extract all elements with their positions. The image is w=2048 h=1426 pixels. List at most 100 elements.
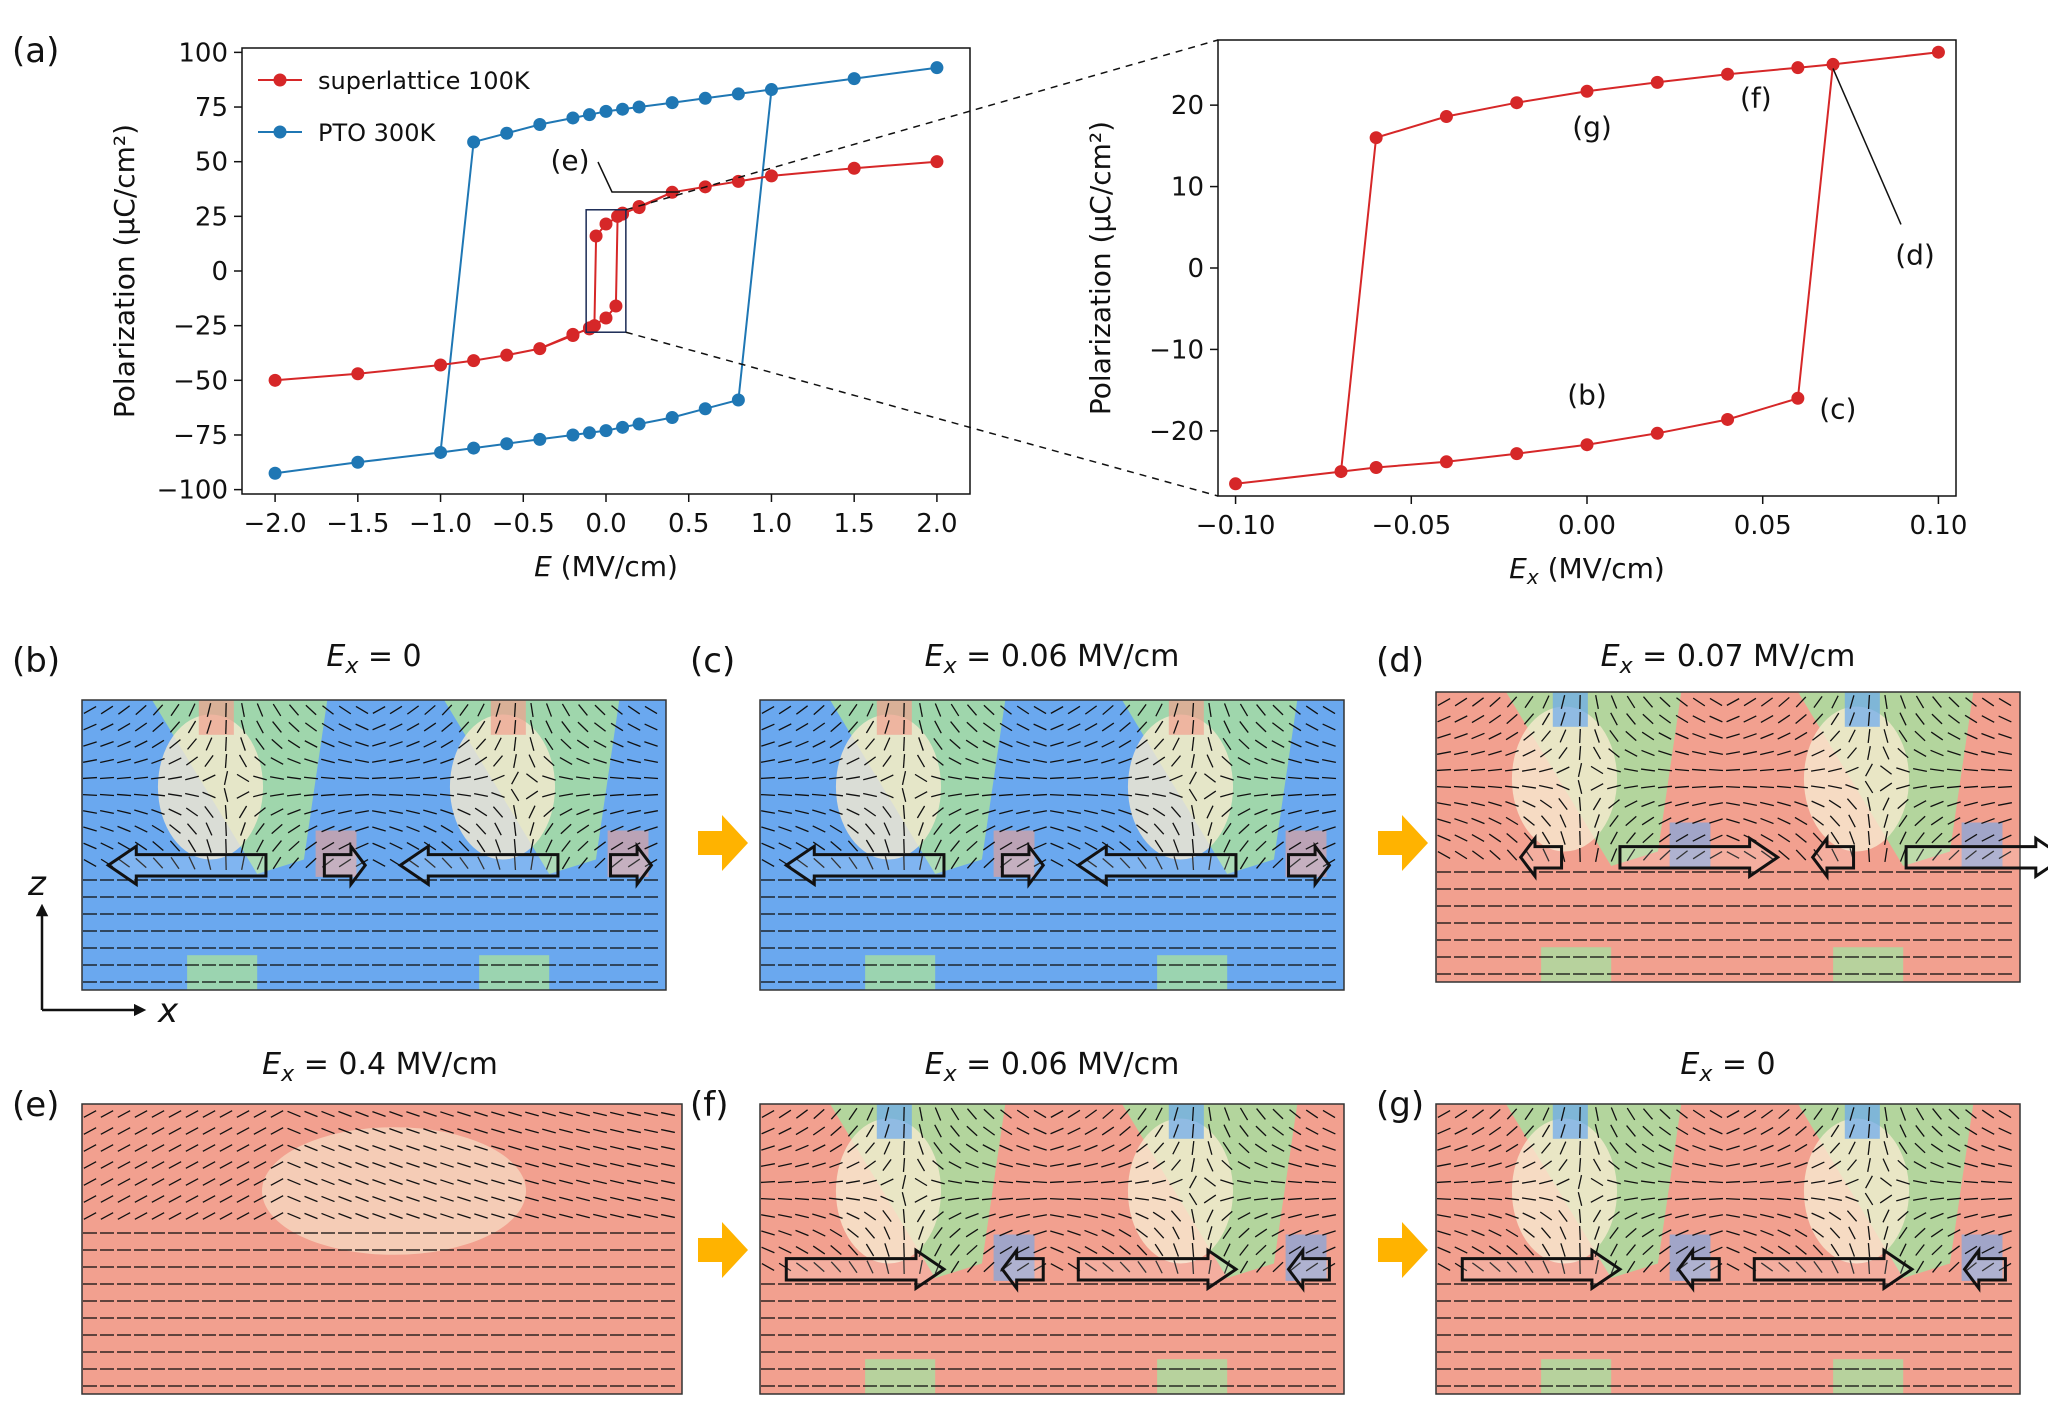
annotation-e: (e) — [550, 144, 589, 177]
domain-map-g — [1436, 1104, 2020, 1394]
dipole-vector — [904, 737, 905, 751]
data-point — [590, 230, 603, 243]
dipole-vector — [1869, 848, 1870, 862]
data-point — [1370, 131, 1383, 144]
data-point — [533, 342, 546, 355]
dipole-vector — [1033, 795, 1047, 796]
vortex-core — [836, 1119, 941, 1264]
dipole-vector — [644, 795, 658, 796]
dipole-vector — [761, 1182, 775, 1183]
dipole-vector — [83, 778, 97, 779]
dipole-vector — [1050, 795, 1064, 796]
plot-frame — [1218, 40, 1956, 496]
x-tick-label: −1.0 — [409, 509, 472, 539]
dipole-vector — [1580, 1226, 1581, 1240]
panel-title-e: Ex = 0.4 MV/cm — [262, 1047, 498, 1087]
y-tick-label: −20 — [1149, 417, 1204, 447]
bottom-patch — [1157, 1359, 1227, 1394]
dipole-vector — [904, 822, 905, 836]
data-point — [666, 96, 679, 109]
legend-marker — [274, 74, 287, 87]
data-point — [765, 83, 778, 96]
legend-label: PTO 300K — [318, 119, 436, 147]
vortex-core — [1128, 715, 1233, 860]
data-point — [1721, 413, 1734, 426]
data-point — [633, 101, 646, 114]
bottom-patch — [1541, 947, 1611, 982]
dipole-vector — [1437, 770, 1451, 771]
data-point — [1370, 461, 1383, 474]
data-point — [434, 446, 447, 459]
field-panel-e: (e) Ex = 0.4 MV/cm — [12, 1047, 682, 1394]
y-tick-label: −50 — [173, 366, 228, 396]
point-label: (g) — [1572, 110, 1612, 143]
y-axis-title: Polarization (μC/cm²) — [1084, 121, 1117, 415]
data-point — [616, 103, 629, 116]
data-point — [467, 354, 480, 367]
dipole-vector — [1033, 1199, 1047, 1200]
panel-title-b: Ex = 0 — [326, 639, 421, 679]
data-point — [1932, 46, 1945, 59]
y-tick-label: −25 — [173, 312, 228, 342]
y-tick-label: 25 — [195, 202, 228, 232]
x-axis-label: x — [157, 991, 179, 1031]
dipole-vector — [1709, 787, 1723, 788]
y-axis-title: Polarization (μC/cm²) — [108, 124, 141, 418]
data-point — [633, 418, 646, 431]
point-label-d-leader — [1833, 68, 1901, 224]
dipole-vector — [1998, 1199, 2012, 1200]
sequence-arrow — [1378, 815, 1428, 871]
point-label: (c) — [1819, 392, 1856, 425]
y-tick-label: 100 — [178, 38, 228, 68]
data-point — [566, 111, 579, 124]
vortex-core — [1128, 1119, 1233, 1264]
sequence-arrow — [698, 1222, 748, 1278]
vortex-core — [1804, 707, 1909, 852]
domain-map-c — [760, 700, 1344, 990]
top-accent — [491, 700, 526, 735]
data-point — [1335, 465, 1348, 478]
data-point — [351, 367, 364, 380]
point-label: (f) — [1740, 82, 1772, 115]
data-point — [930, 61, 943, 74]
bottom-patch — [479, 955, 549, 990]
y-tick-label: −100 — [157, 476, 228, 506]
data-point — [699, 92, 712, 105]
data-point — [609, 299, 622, 312]
dipole-vector — [778, 795, 792, 796]
dipole-vector — [1580, 729, 1581, 743]
bottom-patch — [1157, 955, 1227, 990]
data-point — [583, 426, 596, 439]
bottom-patch — [187, 955, 257, 990]
series-line-superlattice-100k — [275, 162, 937, 381]
y-tick-label: 10 — [1171, 173, 1204, 203]
data-point — [1229, 477, 1242, 490]
data-point — [1510, 447, 1523, 460]
data-point — [533, 433, 546, 446]
z-axis-label: z — [27, 864, 47, 904]
dipole-vector — [1193, 1107, 1194, 1121]
dipole-vector — [1726, 770, 1740, 771]
dipole-vector — [904, 1141, 905, 1155]
data-point — [1721, 68, 1734, 81]
y-tick-label: 20 — [1171, 91, 1204, 121]
dipole-vector — [355, 795, 369, 796]
dipole-vector — [1726, 787, 1740, 788]
domain-region — [760, 1278, 1344, 1394]
data-point — [732, 393, 745, 406]
dipole-vector — [1050, 1199, 1064, 1200]
dipole-vector — [1050, 778, 1064, 779]
x-tick-label: −0.05 — [1371, 511, 1451, 541]
data-point — [1581, 85, 1594, 98]
data-point — [1440, 110, 1453, 123]
field-panel-g: (g)Ex = 0 — [1376, 1047, 2020, 1394]
panel-label-e: (e) — [12, 1085, 59, 1125]
data-point — [583, 108, 596, 121]
dipole-vector — [1869, 1107, 1870, 1121]
dipole-vector — [1998, 787, 2012, 788]
dipole-vector — [1067, 1199, 1081, 1200]
data-point — [1581, 438, 1594, 451]
